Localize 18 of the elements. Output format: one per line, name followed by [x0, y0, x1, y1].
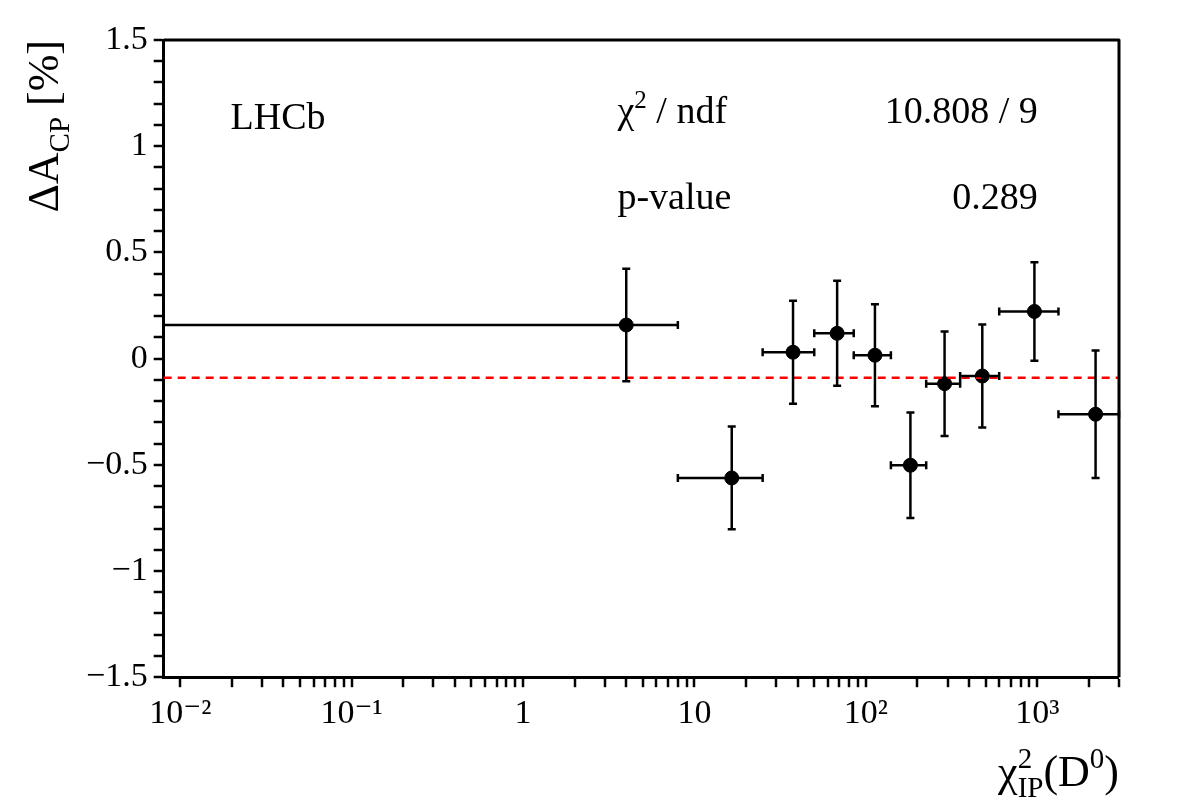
y-tick-label: 1 [130, 125, 148, 163]
annotation: p-value [617, 174, 732, 217]
y-tick-label: 1.5 [105, 18, 148, 56]
x-tick-label: 10⁻² [149, 692, 212, 730]
annotation: LHCb [230, 95, 326, 138]
x-tick-label: 10³ [1015, 692, 1060, 730]
y-tick-label: 0.5 [105, 231, 148, 269]
x-tick-label: 10² [843, 692, 888, 730]
y-axis-title: ΔACP [%] [19, 39, 75, 213]
x-tick-label: 10⁻¹ [320, 692, 383, 730]
annotation: 0.289 [952, 174, 1038, 217]
x-tick-label: 10 [677, 692, 712, 730]
annotation: 10.808 / 9 [884, 88, 1038, 131]
x-tick-label: 1 [514, 692, 532, 730]
y-tick-label: −0.5 [85, 443, 148, 481]
y-tick-label: −1.5 [85, 656, 148, 694]
y-tick-label: −1 [111, 549, 148, 587]
y-tick-label: 0 [130, 337, 148, 375]
